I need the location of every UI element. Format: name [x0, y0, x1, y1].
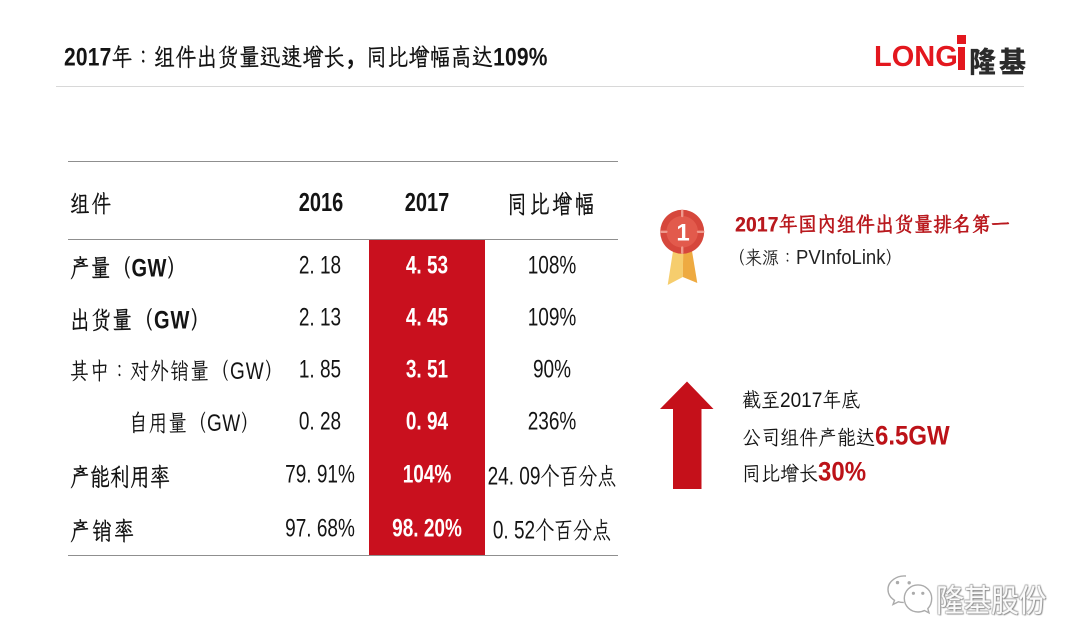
svg-text:1: 1 [676, 220, 689, 247]
